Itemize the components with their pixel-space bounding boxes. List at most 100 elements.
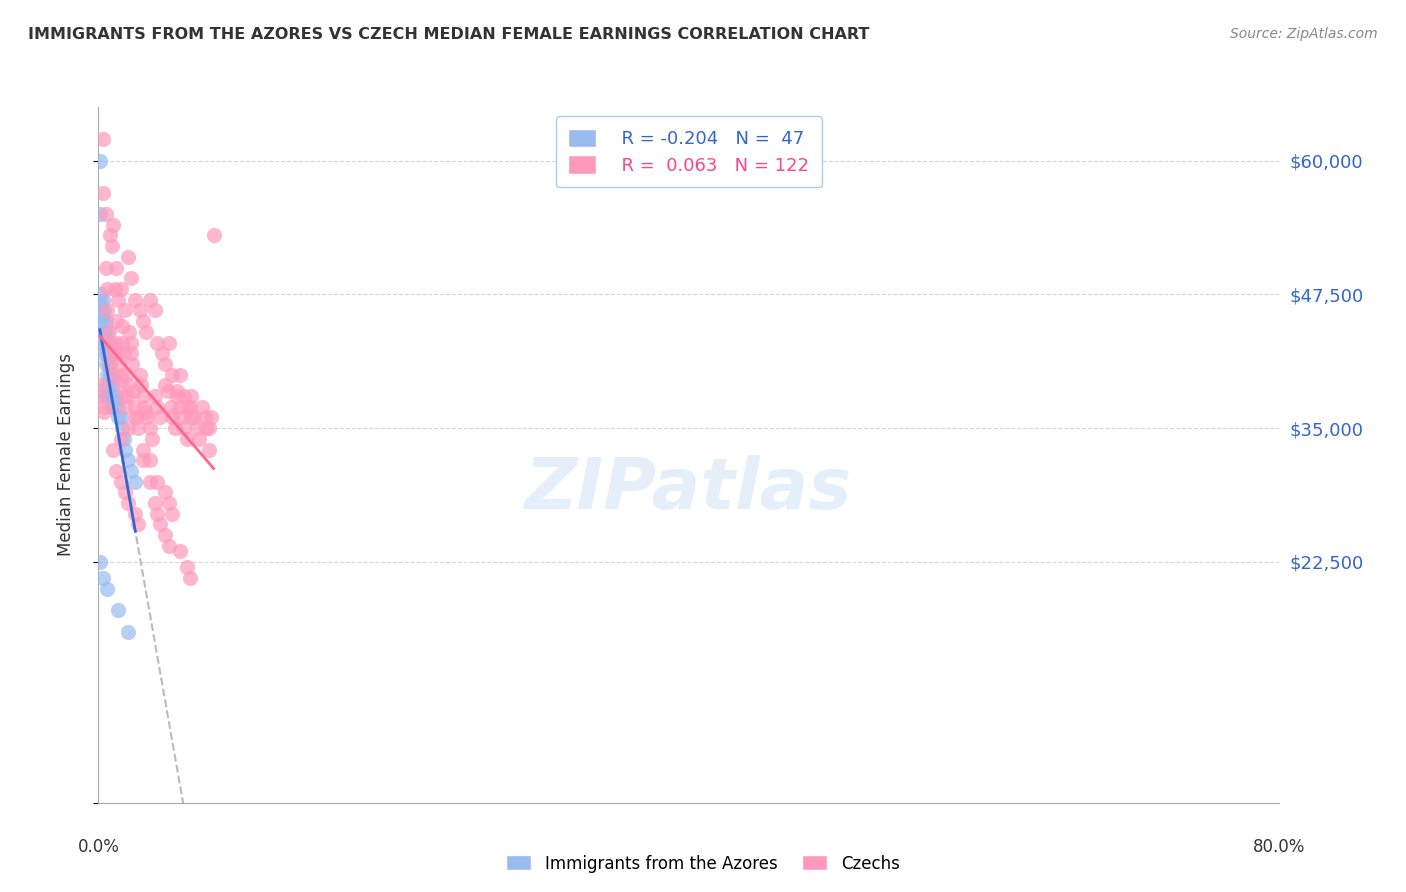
- Point: [143, 496, 166, 510]
- Point: [149, 517, 172, 532]
- Point: [139, 453, 162, 467]
- Point: [139, 293, 162, 307]
- Point: [96, 325, 118, 339]
- Y-axis label: Median Female Earnings: Median Female Earnings: [56, 353, 75, 557]
- Point: [162, 368, 183, 382]
- Point: [146, 335, 169, 350]
- Point: [132, 314, 155, 328]
- Point: [180, 389, 202, 403]
- Point: [111, 421, 134, 435]
- Point: [202, 228, 225, 243]
- Point: [107, 346, 129, 360]
- Point: [98, 346, 121, 360]
- Point: [98, 335, 121, 350]
- Point: [108, 357, 131, 371]
- Point: [114, 400, 136, 414]
- Point: [132, 453, 155, 467]
- Point: [98, 228, 121, 243]
- Point: [117, 496, 139, 510]
- Point: [94, 207, 117, 221]
- Point: [186, 421, 208, 435]
- Point: [110, 368, 132, 382]
- Point: [117, 421, 139, 435]
- Point: [107, 410, 129, 425]
- Point: [105, 314, 128, 328]
- Point: [93, 325, 115, 339]
- Point: [159, 400, 181, 414]
- Point: [179, 400, 201, 414]
- Point: [103, 218, 125, 232]
- Point: [191, 400, 214, 414]
- Point: [176, 560, 198, 574]
- Point: [176, 400, 198, 414]
- Point: [91, 186, 114, 200]
- Point: [111, 319, 134, 334]
- Point: [153, 378, 176, 392]
- Point: [127, 421, 149, 435]
- Point: [146, 400, 169, 414]
- Point: [103, 368, 125, 382]
- Point: [166, 384, 188, 398]
- Point: [97, 378, 120, 392]
- Point: [110, 282, 132, 296]
- Point: [90, 287, 112, 301]
- Point: [89, 153, 111, 168]
- Point: [96, 303, 118, 318]
- Point: [89, 555, 111, 569]
- Point: [134, 400, 156, 414]
- Point: [170, 410, 193, 425]
- Point: [166, 389, 188, 403]
- Point: [128, 303, 150, 318]
- Point: [104, 389, 127, 403]
- Point: [150, 346, 173, 360]
- Point: [100, 239, 122, 253]
- Point: [97, 357, 120, 371]
- Point: [91, 571, 114, 585]
- Point: [153, 485, 176, 500]
- Point: [90, 314, 112, 328]
- Point: [146, 507, 169, 521]
- Point: [94, 335, 117, 350]
- Point: [103, 346, 125, 360]
- Text: 0.0%: 0.0%: [77, 838, 120, 855]
- Point: [91, 132, 114, 146]
- Point: [120, 335, 142, 350]
- Point: [97, 325, 120, 339]
- Point: [114, 442, 136, 457]
- Point: [112, 432, 135, 446]
- Point: [183, 410, 205, 425]
- Point: [143, 303, 166, 318]
- Point: [195, 421, 218, 435]
- Point: [96, 582, 118, 596]
- Point: [94, 357, 117, 371]
- Point: [139, 421, 162, 435]
- Point: [117, 453, 139, 467]
- Point: [156, 384, 179, 398]
- Point: [180, 410, 202, 425]
- Point: [115, 368, 138, 382]
- Point: [179, 571, 201, 585]
- Text: IMMIGRANTS FROM THE AZORES VS CZECH MEDIAN FEMALE EARNINGS CORRELATION CHART: IMMIGRANTS FROM THE AZORES VS CZECH MEDI…: [28, 27, 869, 42]
- Point: [90, 378, 112, 392]
- Point: [105, 335, 128, 350]
- Point: [93, 400, 115, 414]
- Point: [105, 464, 128, 478]
- Point: [146, 475, 169, 489]
- Point: [107, 400, 129, 414]
- Point: [162, 410, 183, 425]
- Point: [173, 421, 195, 435]
- Point: [98, 368, 121, 382]
- Point: [153, 357, 176, 371]
- Point: [110, 475, 132, 489]
- Point: [94, 389, 117, 403]
- Point: [89, 207, 111, 221]
- Point: [104, 282, 127, 296]
- Point: [91, 335, 114, 350]
- Point: [110, 378, 132, 392]
- Point: [117, 624, 139, 639]
- Point: [122, 384, 145, 398]
- Point: [124, 293, 146, 307]
- Point: [157, 335, 180, 350]
- Point: [132, 389, 155, 403]
- Point: [103, 378, 125, 392]
